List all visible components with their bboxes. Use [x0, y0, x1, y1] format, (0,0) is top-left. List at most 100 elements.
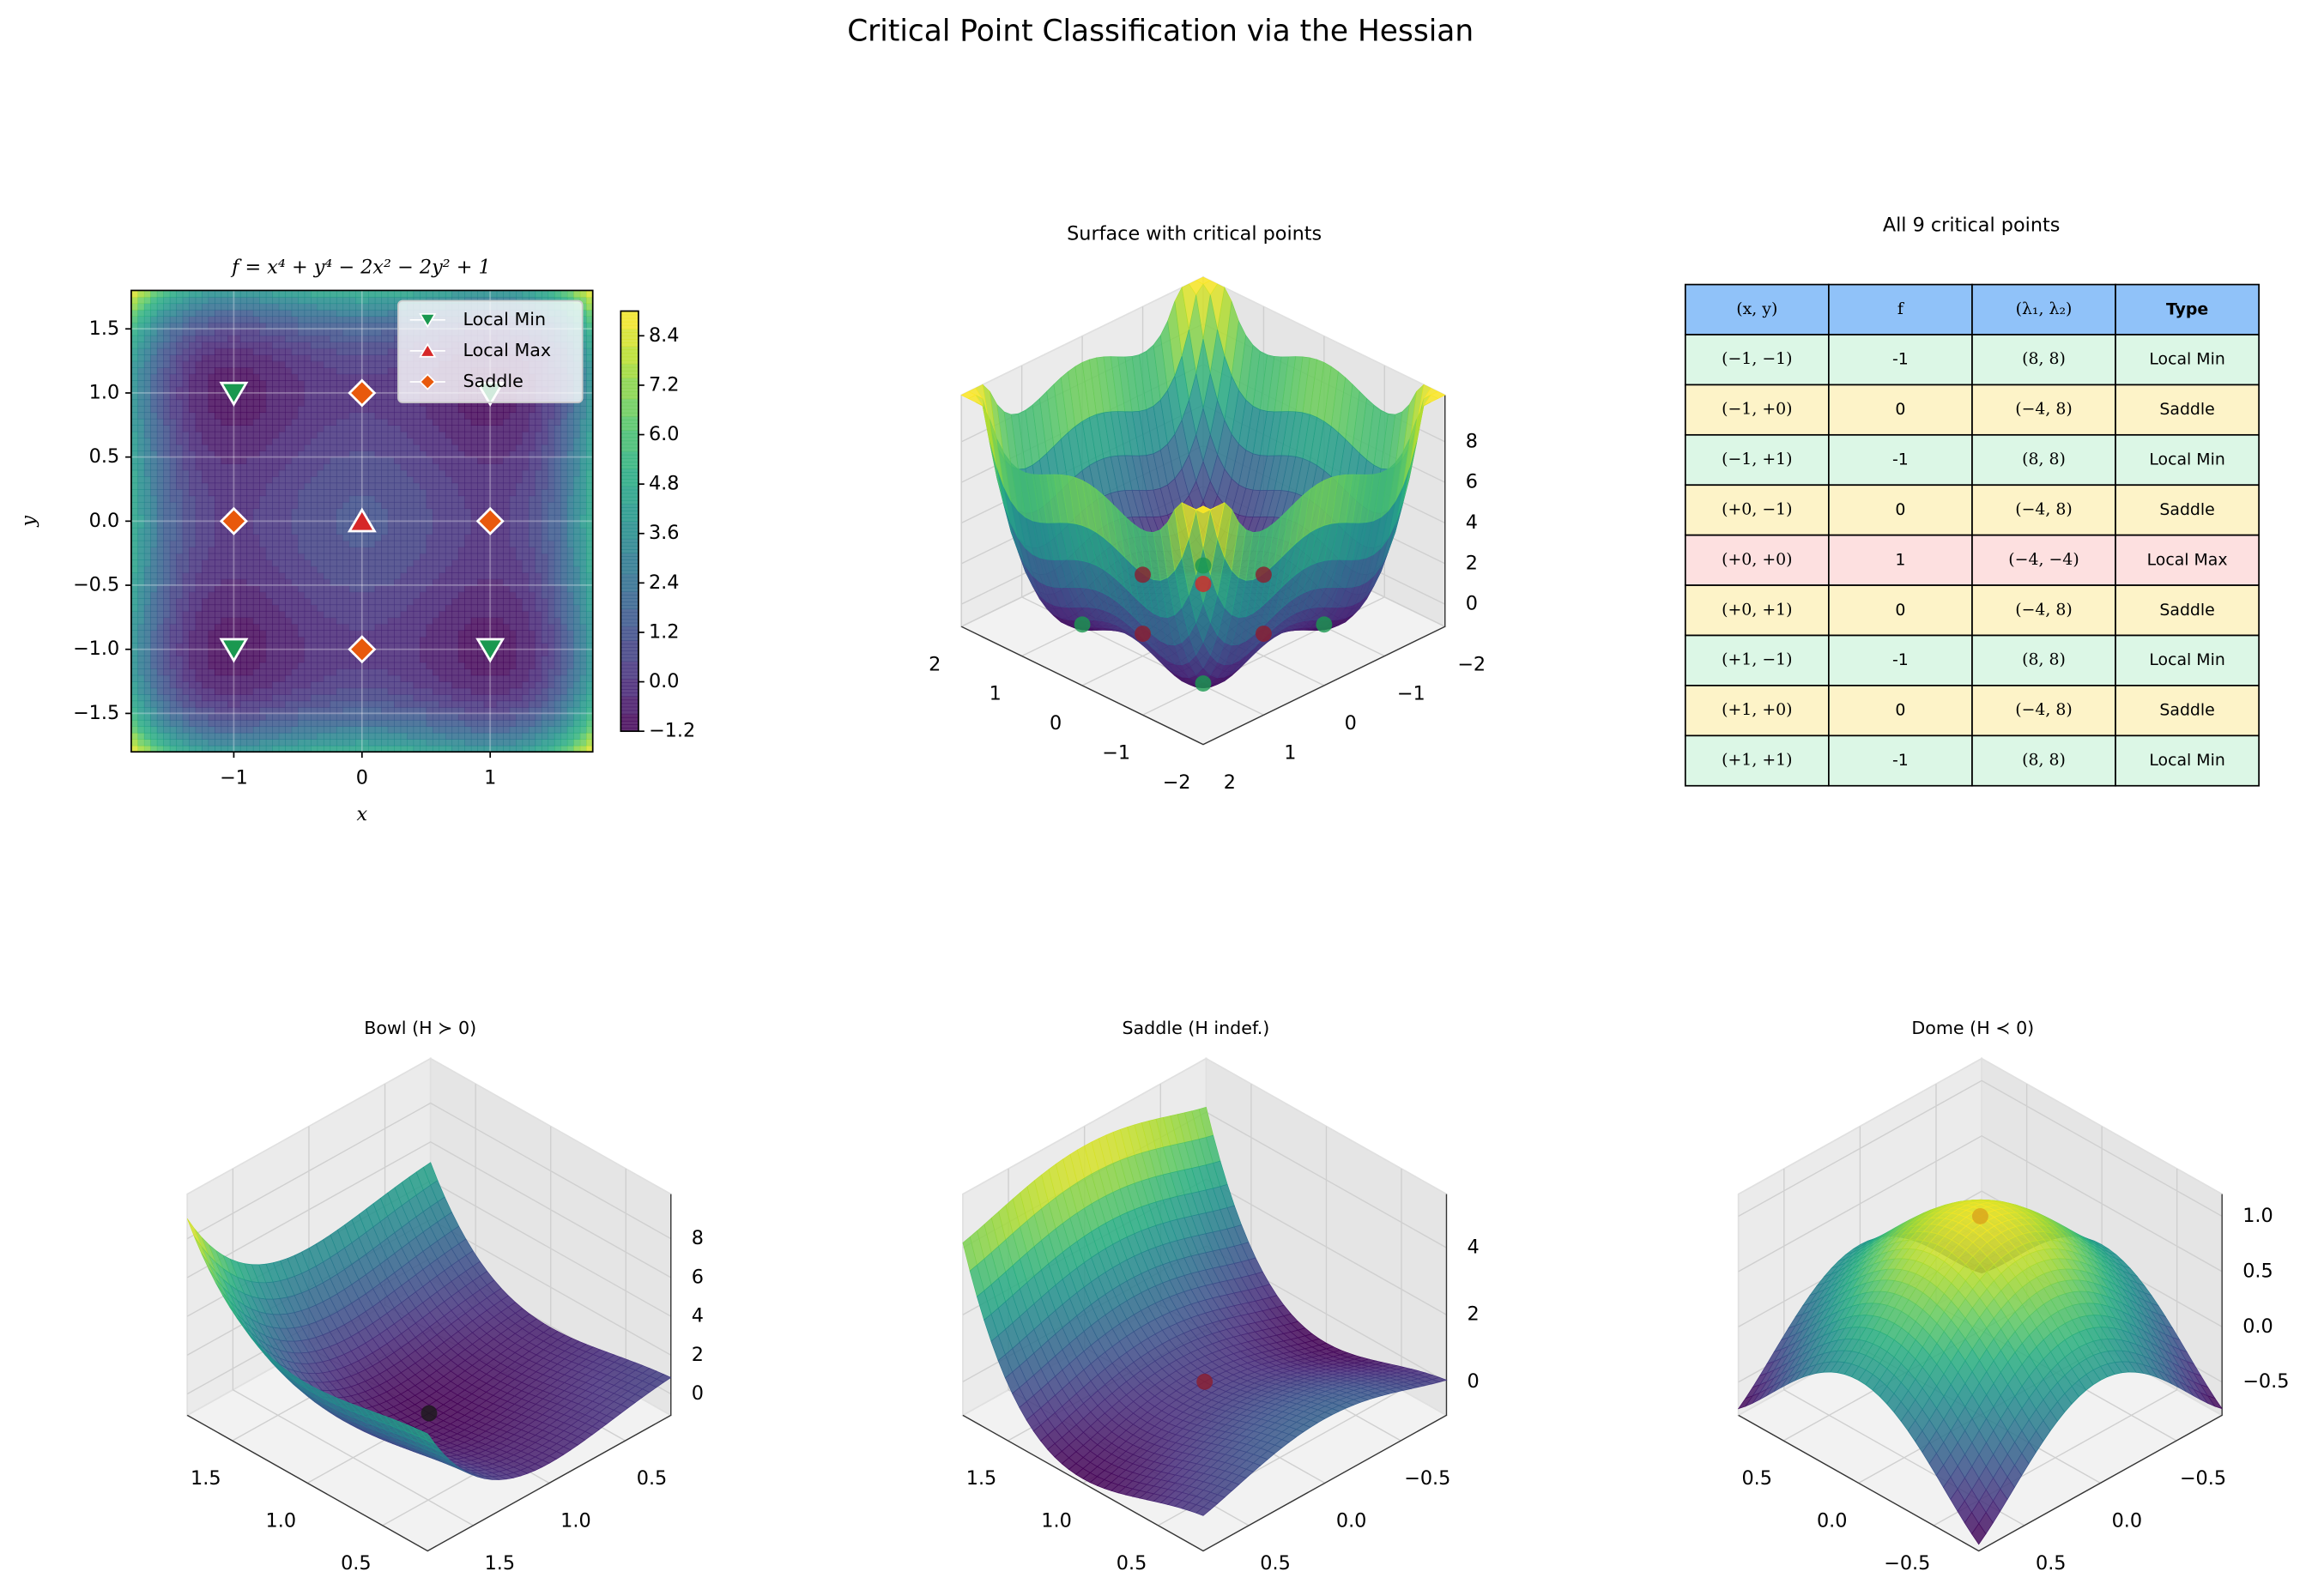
contour-cell	[509, 694, 517, 702]
contour-cell	[548, 438, 555, 445]
contour-cell	[348, 367, 357, 375]
contour-cell	[490, 681, 498, 689]
contour-cell	[426, 514, 433, 523]
contour-cell	[304, 399, 312, 407]
contour-cell	[285, 656, 293, 663]
contour-cell	[361, 630, 369, 638]
contour-cell	[529, 604, 536, 612]
contour-cell	[400, 418, 408, 426]
contour-cell	[176, 597, 184, 606]
contour-cell	[548, 450, 555, 458]
contour-cell	[189, 290, 197, 298]
contour-cell	[143, 514, 152, 523]
contour-cell	[439, 578, 446, 586]
contour-cell	[130, 360, 139, 368]
contour-cell	[259, 643, 267, 650]
contour-cell	[259, 296, 267, 305]
contour-cell	[477, 405, 485, 414]
contour-cell	[195, 656, 203, 663]
contour-cell	[304, 425, 312, 432]
contour-cell	[278, 335, 286, 342]
contour-cell	[509, 662, 517, 669]
contour-cell	[420, 521, 427, 529]
contour-cell	[291, 469, 299, 477]
contour-cell	[215, 482, 222, 490]
contour-cell	[573, 591, 581, 599]
contour-cell	[246, 392, 254, 401]
contour-cell	[407, 726, 415, 734]
contour-cell	[464, 418, 472, 426]
contour-cell	[291, 578, 299, 586]
contour-cell	[464, 597, 472, 606]
contour-cell	[554, 610, 562, 619]
contour-cell	[516, 476, 524, 484]
contour-cell	[394, 501, 402, 510]
contour-cell	[221, 469, 228, 477]
contour-cell	[130, 425, 139, 432]
contour-cell	[317, 662, 324, 669]
contour-cell	[317, 495, 324, 503]
contour-cell	[394, 630, 402, 638]
contour-cell	[298, 309, 306, 317]
contour-cell	[202, 342, 209, 349]
contour-cell	[342, 700, 350, 708]
contour-cell	[566, 559, 574, 567]
contour-cell	[407, 514, 415, 523]
contour-cell	[246, 565, 254, 573]
contour-cell	[233, 604, 241, 612]
contour-cell	[311, 495, 318, 503]
contour-cell	[239, 540, 248, 547]
contour-cell	[464, 662, 472, 669]
contour-cell	[483, 700, 491, 708]
contour-cell	[130, 514, 139, 523]
contour-cell	[554, 444, 562, 451]
contour-cell	[246, 322, 254, 329]
contour-cell	[381, 572, 389, 580]
contour-cell	[195, 681, 203, 689]
contour-cell	[298, 418, 306, 426]
contour-cell	[311, 463, 318, 471]
contour-cell	[336, 662, 344, 669]
contour-cell	[130, 290, 139, 298]
contour-cell	[503, 745, 511, 753]
contour-cell	[195, 342, 203, 349]
contour-cell	[342, 745, 350, 753]
contour-cell	[252, 399, 260, 407]
contour-cell	[272, 565, 280, 573]
contour-cell	[483, 617, 491, 625]
contour-cell	[445, 463, 453, 471]
contour-cell	[439, 713, 446, 721]
contour-cell	[464, 431, 472, 438]
contour-cell	[215, 431, 222, 438]
contour-cell	[477, 534, 485, 541]
contour-cell	[156, 534, 164, 541]
contour-cell	[394, 649, 402, 656]
contour-cell	[554, 540, 562, 547]
contour-cell	[317, 643, 324, 650]
contour-cell	[311, 386, 318, 394]
contour-cell	[143, 578, 152, 586]
contour-cell	[496, 745, 504, 753]
contour-cell	[457, 591, 466, 599]
contour-cell	[457, 719, 466, 728]
contour-cell	[439, 469, 446, 477]
contour-cell	[208, 726, 215, 734]
contour-cell	[176, 643, 184, 650]
contour-cell	[368, 585, 376, 593]
contour-cell	[233, 610, 241, 619]
contour-cell	[278, 643, 286, 650]
contour-cell	[298, 335, 306, 342]
contour-cell	[368, 514, 376, 523]
contour-cell	[477, 547, 485, 554]
contour-cell	[342, 630, 350, 638]
contour-cell	[189, 610, 197, 619]
contour-cell	[374, 534, 382, 541]
contour-cell	[233, 456, 241, 464]
contour-cell	[509, 572, 517, 580]
contour-cell	[432, 572, 440, 580]
contour-cell	[522, 553, 530, 560]
contour-cell	[272, 739, 280, 747]
contour-cell	[330, 668, 337, 676]
contour-cell	[265, 547, 273, 554]
contour-cell	[208, 495, 215, 503]
